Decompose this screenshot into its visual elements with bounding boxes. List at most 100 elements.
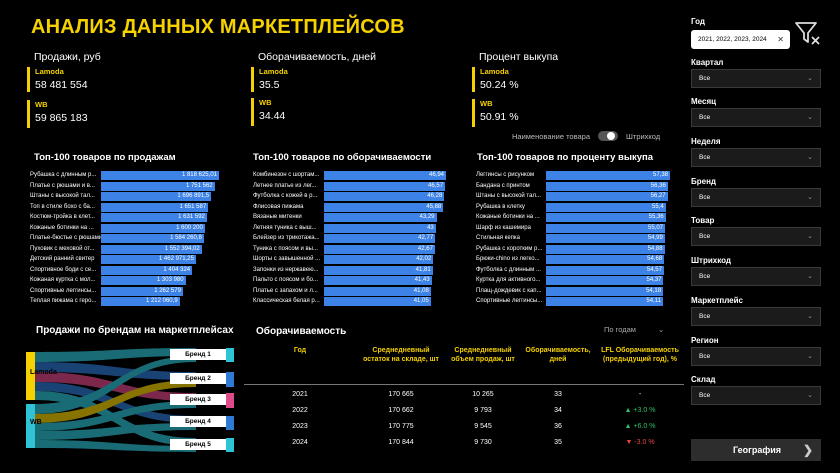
filter-dropdown[interactable]: Все ⌄	[691, 347, 821, 366]
bar-row[interactable]: Классическая белая р... 41,05	[253, 297, 453, 306]
sankey-label-brand3: Бренд 3	[170, 394, 226, 405]
filter-dropdown[interactable]: Все ⌄	[691, 307, 821, 326]
bar	[101, 276, 186, 285]
bar-row[interactable]: Рубашка в клетку 55,4	[476, 202, 676, 212]
table-cell-year: 2024	[292, 439, 308, 446]
bar-row[interactable]: Летнее платье из лег... 46,57	[253, 181, 453, 191]
table-cell-stock: 170 662	[388, 407, 414, 414]
bar-row[interactable]: Платье-бюстье с рюшами 1 584 260,8	[30, 234, 230, 243]
bar	[546, 223, 665, 233]
bar-row[interactable]: Рубашка с длинным р... 1 818 625,01	[30, 171, 230, 180]
bar-row[interactable]: Штаны с высокой тал... 56,27	[476, 192, 676, 201]
period-dropdown[interactable]: По годам ⌄	[604, 325, 664, 334]
bar-value: 46,57	[428, 182, 444, 189]
top-buyout-title: Топ-100 товаров по проценту выкупа	[477, 152, 654, 163]
bar-row[interactable]: Кожаные ботинки на ... 55,36	[476, 213, 676, 222]
bar-row[interactable]: Запонки из нержавею... 41,81	[253, 265, 453, 275]
filter-dropdown-value: Все	[699, 114, 711, 121]
bar-value: 45,88	[426, 203, 442, 210]
bar-row[interactable]: Плащ-дождевик с кап... 54,18	[476, 286, 676, 296]
bar-value: 1 631 592	[178, 214, 205, 220]
sankey-flow-lamoda-brand2	[34, 362, 196, 380]
bar-row[interactable]: Теплая пижама с геро... 1 212 060,9	[30, 297, 230, 306]
sankey-node-lamoda	[26, 352, 35, 400]
sankey-label-brand2: Бренд 2	[170, 373, 226, 384]
chevron-down-icon: ⌄	[807, 154, 813, 161]
filter-clear-icon[interactable]	[793, 19, 821, 47]
kpi-turnover-lamoda: Lamoda 35.5	[251, 67, 371, 92]
bar-value: 55,07	[648, 224, 664, 231]
bar	[546, 286, 664, 296]
bar-row[interactable]: Шарф из кашемира 55,07	[476, 223, 676, 233]
bar-row[interactable]: Блейзер из трикотажа... 42,77	[253, 234, 453, 243]
bar	[546, 255, 665, 264]
bar-value: 42,77	[418, 235, 434, 241]
bar-row[interactable]: Платье с запахом и л... 41,08	[253, 286, 453, 296]
table-cell-year: 2021	[292, 391, 308, 398]
bar-row[interactable]: Вязаные митенки 43,29	[253, 213, 453, 222]
kpi-turnover-wb: WB 34.44	[251, 98, 371, 126]
table-cell-year: 2023	[292, 423, 308, 430]
kpi-sales-wb-value: 59 865 183	[35, 112, 88, 124]
kpi-turnover-lamoda-label: Lamoda	[259, 67, 288, 76]
bar-row[interactable]: Костюм-тройка в клет... 1 631 592	[30, 213, 230, 222]
filter-dropdown[interactable]: Все ⌄	[691, 227, 821, 246]
bar-row[interactable]: Футболка с длинным ... 54,57	[476, 265, 676, 275]
filter-dropdown[interactable]: Все ⌄	[691, 267, 821, 286]
sankey-node-brand5	[226, 438, 234, 452]
bar-row[interactable]: Штаны с высокой тал... 1 696 891,5	[30, 192, 230, 201]
bar-row[interactable]: Кожаные ботинки на ... 1 600 200	[30, 223, 230, 233]
filter-dropdown[interactable]: Все ⌄	[691, 188, 821, 207]
kpi-buyout-wb-value: 50.91 %	[480, 111, 519, 123]
bar-row[interactable]: Туника с поясом и вы... 42,67	[253, 244, 453, 254]
filter-dropdown[interactable]: Все ⌄	[691, 148, 821, 167]
bar-row[interactable]: Флисовая пижама 45,88	[253, 202, 453, 212]
filter-dropdown[interactable]: Все ⌄	[691, 386, 821, 405]
bar-row[interactable]: Спортивные леггинсы... 1 262 579	[30, 286, 230, 296]
kpi-buyout-lamoda-label: Lamoda	[480, 67, 509, 76]
filter-year-label: Год	[691, 17, 705, 26]
filter-dropdown[interactable]: Все ⌄	[691, 69, 821, 88]
kpi-sales-lamoda-value: 58 481 554	[35, 79, 88, 91]
bar-row[interactable]: Брюки-chino из легко... 54,68	[476, 255, 676, 264]
bar-value: 1 751 562	[185, 182, 213, 189]
bar-row[interactable]: Спортивное боди с се... 1 404 324	[30, 265, 230, 275]
filter-dropdown[interactable]: Все ⌄	[691, 108, 821, 127]
geography-button[interactable]: География ❯	[691, 439, 821, 461]
bar-row[interactable]: Пальто с поясом и бо... 41,43	[253, 276, 453, 285]
bar-row[interactable]: Шорты с завышенной ... 42,02	[253, 255, 453, 264]
bar-row[interactable]: Стильная кепка 54,99	[476, 234, 676, 243]
clear-icon[interactable]: ✕	[777, 35, 784, 44]
table-header-turnover: Оборачиваемость, дней	[525, 347, 591, 363]
top-turnover-list: Комбинезон с шортам... 46,94 Летнее платье…	[253, 171, 453, 311]
bar-value: 46,94	[428, 172, 444, 178]
bar-value: 1 651 587	[179, 203, 207, 210]
kpi-turnover-wb-value: 34.44	[259, 110, 286, 122]
bar-row[interactable]: Леггинсы с рисунком 57,38	[476, 171, 676, 180]
table-cell-turnover: 36	[554, 423, 562, 430]
bar-row[interactable]: Платье с рюшами и в... 1 751 562	[30, 181, 230, 191]
sankey-label-lamoda: Lamoda	[30, 369, 57, 376]
bar-row[interactable]: Детский ранний свитер 1 462 971,25	[30, 255, 230, 264]
bar-row[interactable]: Рубашка с коротким р... 54,88	[476, 244, 676, 254]
bar-row[interactable]: Куртка для активного... 54,37	[476, 276, 676, 285]
bar-value: 54,37	[646, 277, 662, 283]
bar-row[interactable]: Комбинезон с шортам... 46,94	[253, 171, 453, 180]
bar-value: 54,68	[647, 256, 663, 262]
bar-row[interactable]: Топ в стиле бохо с ба... 1 651 587	[30, 202, 230, 212]
bar-row[interactable]: Бандана с принтом 56,36	[476, 181, 676, 191]
bar-row[interactable]: Летняя туника с выш... 43	[253, 223, 453, 233]
toggle-switch[interactable]	[598, 131, 619, 141]
bar-row[interactable]: Футболка с кожей в р... 46,28	[253, 192, 453, 201]
bar-row[interactable]: Спортивные леггинсы... 54,11	[476, 297, 676, 306]
bar-row[interactable]: Кожаная куртка с мол... 1 303 980	[30, 276, 230, 285]
bar-row[interactable]: Пуховик с меховой от... 1 552 394,02	[30, 244, 230, 254]
bar-value: 55,4	[652, 203, 664, 210]
bar	[324, 297, 431, 306]
sankey-node-brand3	[226, 393, 234, 408]
name-barcode-toggle[interactable]: Наименование товара Штрихкод	[512, 131, 660, 141]
sankey-flow-wb-brand2	[34, 380, 196, 423]
table-divider	[244, 384, 684, 385]
year-filter-field[interactable]: 2021, 2022, 2023, 2024 ✕	[691, 30, 790, 49]
chevron-right-icon: ❯	[802, 443, 813, 457]
